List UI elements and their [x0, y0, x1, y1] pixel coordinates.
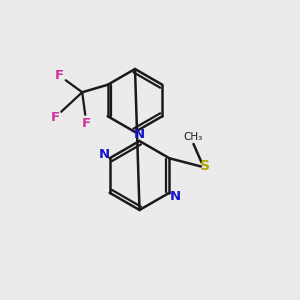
Text: F: F: [50, 111, 60, 124]
Text: CH₃: CH₃: [184, 131, 203, 142]
Text: F: F: [54, 69, 64, 82]
Text: N: N: [169, 190, 181, 202]
Text: S: S: [200, 160, 210, 173]
Text: F: F: [82, 117, 91, 130]
Text: N: N: [98, 148, 110, 161]
Text: N: N: [134, 128, 145, 141]
